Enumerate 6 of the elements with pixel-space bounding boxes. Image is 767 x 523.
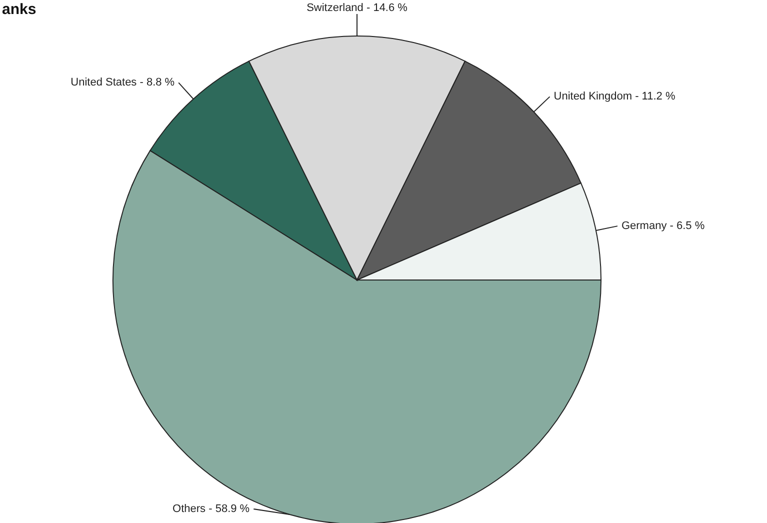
slice-label: United States - 8.8 % <box>70 76 175 89</box>
slice-label: United Kingdom - 11.2 % <box>554 90 676 103</box>
slice-label: Others - 58.9 % <box>172 503 250 515</box>
slice-label: Switzerland - 14.6 % <box>306 2 408 14</box>
slice-label: Germany - 6.5 % <box>621 220 705 232</box>
chart-title: anks <box>2 1 36 18</box>
